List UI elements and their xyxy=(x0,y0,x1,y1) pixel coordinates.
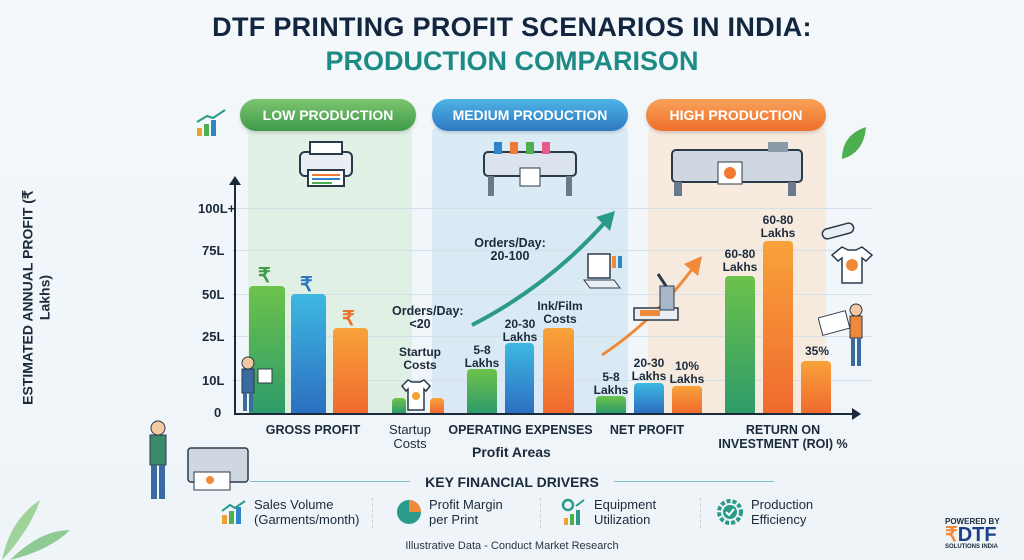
y-tick: 75L xyxy=(202,243,225,258)
separator xyxy=(700,498,701,528)
brand-logo: POWERED BY ₹DTF SOLUTIONS INDIA xyxy=(945,517,1000,550)
bar-chart-up-icon xyxy=(221,500,246,524)
bar-net-low xyxy=(596,396,626,413)
tshirt-print-icon xyxy=(830,246,874,284)
net-medium-value: 20-30 Lakhs xyxy=(631,356,667,383)
rupee-icon: ₹ xyxy=(342,308,355,330)
y-axis-label: ESTIMATED ANNUAL PROFIT (₹ Lakhs) xyxy=(19,190,53,405)
growth-chart-icon xyxy=(196,109,226,136)
separator xyxy=(540,498,541,528)
bar-opex-medium xyxy=(505,343,534,413)
driver-production-efficiency: Production Efficiency xyxy=(715,497,813,527)
y-axis-arrow xyxy=(229,176,241,185)
heat-press-icon xyxy=(633,273,679,321)
startup-label: Startup Costs xyxy=(399,345,441,372)
x-axis xyxy=(234,413,854,415)
x-axis-title: Profit Areas xyxy=(472,444,551,460)
x-axis-arrow xyxy=(852,408,861,420)
bar-opex-low xyxy=(467,369,497,413)
x-category-gross-profit: GROSS PROFIT xyxy=(265,423,361,437)
bar-roi-low xyxy=(725,276,755,413)
drivers-title: KEY FINANCIAL DRIVERS xyxy=(425,474,599,490)
bar-gross-low xyxy=(249,286,285,413)
net-low-value: 5-8 Lakhs xyxy=(593,370,629,397)
net-high-value: 10% Lakhs xyxy=(669,359,705,386)
bar-net-medium xyxy=(634,383,664,413)
growth-arrow-icon xyxy=(471,211,615,327)
scenario-medium-badge: MEDIUM PRODUCTION xyxy=(432,99,628,131)
bar-gross-high xyxy=(333,328,368,413)
footer-note: Illustrative Data - Conduct Market Resea… xyxy=(405,540,619,552)
page-subtitle: PRODUCTION COMPARISON xyxy=(325,46,699,76)
rupee-icon: ₹ xyxy=(258,265,271,287)
driver-profit-margin: Profit Margin per Print xyxy=(395,497,503,527)
orders-medium-label: Orders/Day: 20-100 xyxy=(474,236,546,263)
driver-sales-volume: Sales Volume (Garments/month) xyxy=(220,497,359,527)
bar-roi-extra xyxy=(801,361,831,413)
worker-right-icon xyxy=(818,303,863,366)
x-category-startup-costs: Startup Costs xyxy=(389,422,431,451)
gridline xyxy=(232,294,872,295)
pie-chart-icon xyxy=(397,500,421,524)
roi-high-value: 60-80 Lakhs xyxy=(760,213,796,240)
opex-high-value: Ink/Film Costs xyxy=(537,299,583,326)
scenario-low-badge: LOW PRODUCTION xyxy=(240,99,416,131)
roi-low-value: 60-80 Lakhs xyxy=(722,247,758,274)
x-category-operating-expenses: OPERATING EXPENSES xyxy=(448,423,593,437)
y-tick: 10L xyxy=(202,373,225,388)
opex-medium-value: 20-30 Lakhs xyxy=(502,317,538,344)
scenario-high-badge: HIGH PRODUCTION xyxy=(646,99,826,131)
printer-icon xyxy=(299,141,353,187)
orders-low-label: Orders/Day: <20 xyxy=(392,304,464,331)
x-category-net-profit: NET PROFIT xyxy=(609,423,685,437)
tshirt-icon xyxy=(400,379,432,411)
y-tick: 50L xyxy=(202,287,225,302)
leaf-right-icon xyxy=(842,127,866,159)
gear-check-icon xyxy=(717,499,743,525)
y-tick: 0 xyxy=(214,405,222,420)
y-axis xyxy=(234,180,236,414)
leaf-decoration-icon xyxy=(2,500,70,560)
laptop-icon xyxy=(583,253,622,289)
driver-equipment-utilization: Equipment Utilization xyxy=(560,497,656,527)
gridline xyxy=(232,250,872,251)
y-tick: 100L+ xyxy=(198,201,236,216)
bar-roi-high xyxy=(763,241,793,413)
gear-chart-icon xyxy=(561,498,585,525)
separator xyxy=(372,498,373,528)
rupee-icon: ₹ xyxy=(300,274,313,296)
gridline xyxy=(232,208,872,209)
divider-left xyxy=(250,481,410,482)
printer-worker-icon xyxy=(149,420,249,499)
bar-startup-high xyxy=(430,398,444,413)
bar-gross-medium xyxy=(291,294,326,413)
film-roll-icon xyxy=(821,222,855,240)
worker-left-icon xyxy=(241,356,273,411)
bar-opex-high xyxy=(543,328,574,413)
bar-startup-low xyxy=(392,398,406,413)
industrial-printer-icon xyxy=(671,142,803,196)
x-category-roi: RETURN ON INVESTMENT (ROI) % xyxy=(718,423,848,451)
bar-net-high xyxy=(672,386,702,413)
medium-printer-icon xyxy=(483,142,577,196)
opex-low-value: 5-8 Lakhs xyxy=(464,343,500,370)
divider-right xyxy=(614,481,774,482)
y-tick: 25L xyxy=(202,329,225,344)
page-title: DTF PRINTING PROFIT SCENARIOS IN INDIA: xyxy=(212,12,812,42)
roi-extra-value: 35% xyxy=(804,344,830,358)
